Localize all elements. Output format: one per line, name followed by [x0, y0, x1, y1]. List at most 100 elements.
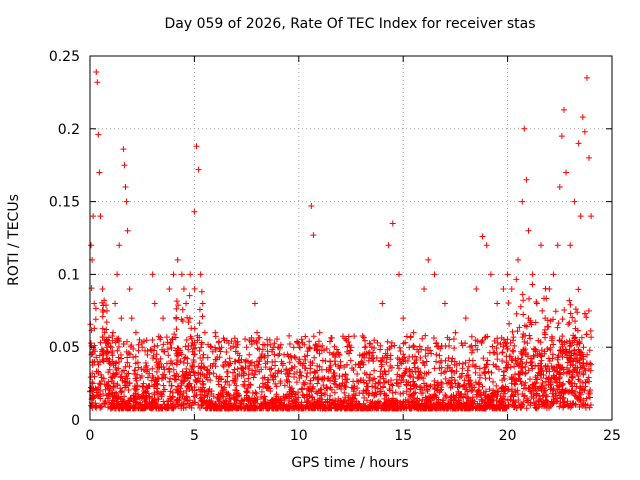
data-point [560, 106, 567, 113]
noise-marker [367, 399, 374, 406]
noise-marker [488, 369, 495, 376]
noise-marker [136, 336, 143, 343]
noise-marker [271, 340, 278, 347]
noise-marker [533, 390, 540, 397]
noise-marker [182, 354, 189, 361]
noise-marker [438, 404, 445, 411]
noise-marker [525, 367, 532, 374]
noise-marker [395, 365, 402, 372]
noise-marker [205, 341, 212, 348]
noise-marker [318, 386, 325, 393]
noise-marker [104, 348, 111, 355]
noise-marker [224, 368, 231, 375]
noise-marker [438, 364, 445, 371]
noise-marker [215, 339, 222, 346]
noise-marker [181, 378, 188, 385]
noise-marker [146, 370, 153, 377]
data-point [208, 344, 215, 351]
noise-marker [533, 391, 540, 398]
noise-marker [477, 404, 484, 411]
noise-marker [396, 356, 403, 363]
noise-marker [279, 404, 286, 411]
data-point [546, 285, 553, 292]
noise-marker [123, 348, 130, 355]
noise-marker [433, 340, 440, 347]
noise-marker [380, 384, 387, 391]
noise-marker [408, 399, 415, 406]
noise-marker [189, 400, 196, 407]
noise-marker [367, 371, 374, 378]
noise-marker [483, 361, 490, 368]
noise-marker [232, 386, 239, 393]
noise-marker [413, 404, 420, 411]
noise-marker [216, 373, 223, 380]
noise-marker [469, 357, 476, 364]
noise-marker [411, 364, 418, 371]
noise-marker [191, 285, 198, 292]
noise-marker [500, 343, 507, 350]
data-point [487, 271, 494, 278]
noise-marker [363, 389, 370, 396]
noise-marker [116, 358, 123, 365]
noise-marker [376, 379, 383, 386]
noise-marker [524, 340, 531, 347]
noise-marker [190, 393, 197, 400]
data-point [425, 256, 432, 263]
noise-marker [460, 383, 467, 390]
noise-marker [310, 333, 317, 340]
noise-marker [347, 357, 354, 364]
noise-marker [190, 368, 197, 375]
noise-marker [360, 387, 367, 394]
data-point [116, 242, 123, 249]
noise-marker [333, 346, 340, 353]
noise-marker [134, 382, 141, 389]
noise-marker [256, 358, 263, 365]
noise-marker [181, 401, 188, 408]
noise-marker [564, 364, 571, 371]
noise-marker [132, 390, 139, 397]
noise-marker [248, 359, 255, 366]
noise-marker [323, 385, 330, 392]
noise-marker [189, 387, 196, 394]
data-point [519, 198, 526, 205]
noise-marker [134, 359, 141, 366]
noise-marker [95, 391, 102, 398]
data-point [233, 344, 240, 351]
data-point [126, 285, 133, 292]
noise-marker [566, 348, 573, 355]
noise-marker [562, 350, 569, 357]
noise-marker [467, 377, 474, 384]
noise-marker [384, 338, 391, 345]
noise-marker [385, 368, 392, 375]
data-point [583, 74, 590, 81]
noise-marker [510, 404, 517, 411]
noise-marker [583, 395, 590, 402]
noise-marker [98, 403, 105, 410]
noise-marker [276, 350, 283, 357]
noise-marker [143, 337, 150, 344]
noise-marker [451, 345, 458, 352]
noise-marker [480, 355, 487, 362]
noise-marker [146, 394, 153, 401]
noise-marker [553, 376, 560, 383]
noise-marker [449, 355, 456, 362]
noise-marker [201, 394, 208, 401]
noise-marker [110, 403, 117, 410]
noise-marker [475, 391, 482, 398]
noise-marker [556, 383, 563, 390]
noise-marker [253, 390, 260, 397]
noise-marker [189, 339, 196, 346]
data-point [149, 271, 156, 278]
noise-marker [315, 338, 322, 345]
noise-marker [561, 307, 568, 314]
noise-marker [303, 402, 310, 409]
noise-marker [493, 363, 500, 370]
noise-marker [366, 390, 373, 397]
noise-marker [197, 386, 204, 393]
noise-marker [543, 402, 550, 409]
noise-marker [232, 358, 239, 365]
noise-marker [144, 351, 151, 358]
noise-marker [132, 353, 139, 360]
data-point [581, 128, 588, 135]
noise-marker [113, 393, 120, 400]
